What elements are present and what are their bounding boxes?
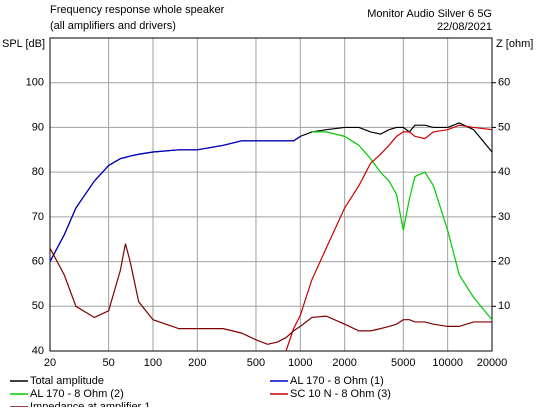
y-tick-label: 90 bbox=[32, 121, 44, 133]
annotation: 22/08/2021 bbox=[437, 21, 492, 33]
x-tick-label: 2000 bbox=[332, 357, 356, 369]
y-tick-label: 60 bbox=[32, 255, 44, 267]
y2-tick-label: 60 bbox=[498, 77, 510, 89]
legend-label: SC 10 N - 8 Ohm (3) bbox=[290, 388, 391, 400]
x-tick-label: 5000 bbox=[391, 357, 415, 369]
legend-label: AL 170 - 8 Ohm (2) bbox=[30, 388, 124, 400]
plot-area bbox=[50, 38, 492, 351]
x-tick-label: 10000 bbox=[432, 357, 463, 369]
legend-label: Impedance at amplifier 1 bbox=[30, 401, 150, 407]
y-tick-label: 70 bbox=[32, 211, 44, 223]
y2-tick-label: 10 bbox=[498, 300, 510, 312]
y2-tick-label: 50 bbox=[498, 121, 510, 133]
y2-tick-label: 20 bbox=[498, 255, 510, 267]
series-line bbox=[49, 135, 301, 262]
x-tick-label: 20 bbox=[44, 357, 56, 369]
y2-axis-label: Z [ohm] bbox=[496, 38, 533, 50]
x-tick-label: 100 bbox=[144, 357, 162, 369]
y2-tick-label: 30 bbox=[498, 211, 510, 223]
chart-title: Frequency response whole speaker bbox=[50, 4, 225, 16]
legend-label: Total amplitude bbox=[30, 375, 104, 387]
y-tick-label: 80 bbox=[32, 166, 44, 178]
x-tick-label: 200 bbox=[188, 357, 206, 369]
series-line bbox=[49, 243, 492, 345]
y-tick-label: 40 bbox=[32, 345, 44, 357]
series-line bbox=[311, 131, 493, 321]
chart-subtitle: (all amplifiers and drivers) bbox=[50, 20, 176, 32]
x-tick-label: 20000 bbox=[477, 357, 508, 369]
y-tick-label: 100 bbox=[26, 77, 44, 89]
series-line bbox=[285, 124, 493, 352]
x-tick-label: 500 bbox=[247, 357, 265, 369]
y-axis-label: SPL [dB] bbox=[2, 38, 45, 50]
x-tick-label: 1000 bbox=[288, 357, 312, 369]
legend-label: AL 170 - 8 Ohm (1) bbox=[290, 375, 384, 387]
plot-border bbox=[49, 37, 493, 352]
annotation: Monitor Audio Silver 6 5G bbox=[367, 8, 492, 20]
x-tick-label: 50 bbox=[103, 357, 115, 369]
y2-tick-label: 40 bbox=[498, 166, 510, 178]
y-tick-label: 50 bbox=[32, 300, 44, 312]
